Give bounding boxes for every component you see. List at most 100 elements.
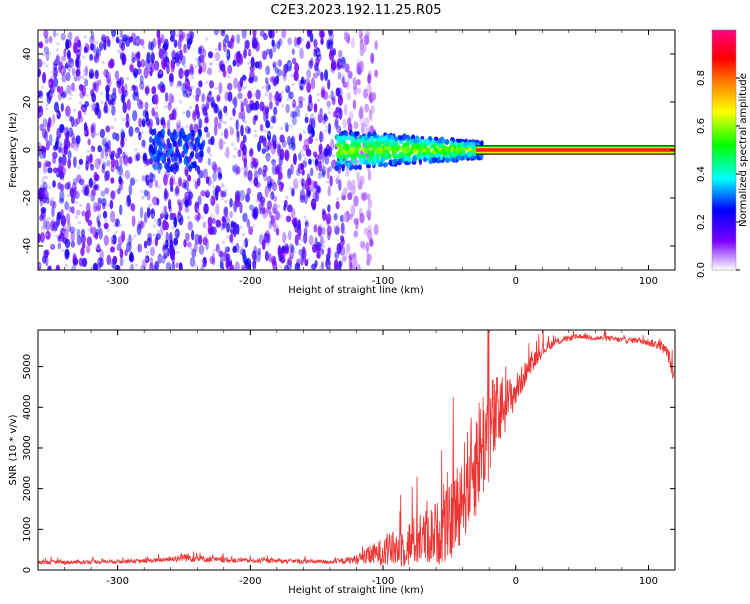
colorbar: 0.0 0.2 0.4 0.6 0.8 Normalized spectral ampl…	[696, 29, 749, 278]
heatmap-cell	[205, 80, 209, 84]
heatmap-cell	[170, 146, 174, 154]
heatmap-cell	[167, 149, 172, 157]
heatmap-cell	[86, 244, 91, 254]
heatmap-cell	[284, 122, 288, 126]
heatmap-cell	[82, 184, 86, 188]
x-tick-label: 0	[513, 276, 519, 287]
heatmap-cell	[175, 262, 179, 269]
heatmap-cell	[291, 93, 295, 97]
heatmap-cell	[313, 180, 318, 189]
heatmap-cell	[153, 218, 157, 222]
heatmap-cell	[123, 83, 128, 94]
heatmap-cell	[319, 224, 323, 228]
heatmap-cell	[319, 266, 323, 270]
heatmap-cell	[42, 118, 48, 128]
heatmap-cell	[49, 92, 53, 96]
heatmap-cell	[326, 167, 330, 180]
heatmap-cell	[106, 78, 112, 88]
heatmap-cell	[289, 124, 293, 128]
heatmap-cell	[303, 77, 307, 81]
heatmap-cell	[175, 164, 179, 172]
heatmap-cell	[241, 265, 245, 269]
heatmap-cell	[52, 114, 56, 124]
heatmap-cell	[327, 185, 331, 197]
heatmap-cell	[224, 34, 230, 44]
heatmap-cell	[299, 149, 303, 153]
heatmap-cell	[139, 38, 145, 46]
heatmap-cell	[63, 228, 69, 240]
heatmap-cell	[167, 106, 171, 110]
heatmap-cell	[365, 30, 370, 39]
heatmap-cell	[67, 150, 72, 160]
heatmap-cell	[341, 192, 345, 196]
heatmap-cell	[162, 120, 166, 129]
heatmap-cell	[307, 258, 311, 262]
heatmap-cell	[113, 101, 117, 105]
heatmap-cell	[103, 146, 107, 150]
heatmap-cell	[198, 80, 203, 88]
heatmap-cell	[180, 87, 184, 91]
heatmap-cell	[197, 195, 202, 206]
heatmap-cell	[300, 83, 304, 87]
heatmap-cell	[331, 70, 335, 74]
heatmap-cell	[43, 249, 49, 259]
heatmap-cell	[67, 224, 71, 228]
heatmap-cell	[107, 60, 114, 69]
heatmap-cell	[96, 188, 100, 192]
heatmap-cell	[45, 103, 49, 107]
heatmap-cell	[97, 197, 102, 204]
heatmap-cell	[356, 138, 361, 144]
heatmap-cell	[198, 234, 203, 246]
heatmap-cell	[318, 56, 322, 60]
heatmap-cell	[460, 156, 465, 161]
heatmap-cell	[316, 185, 321, 193]
heatmap-cell	[227, 64, 233, 75]
heatmap-cell	[144, 86, 150, 95]
heatmap-cell	[126, 34, 130, 38]
heatmap-cell	[77, 110, 82, 120]
heatmap-cell	[359, 240, 365, 249]
heatmap-cell	[185, 166, 189, 170]
heatmap-cell	[178, 139, 183, 147]
heatmap-cell	[184, 179, 189, 191]
heatmap-cell	[286, 204, 293, 213]
heatmap-cell	[338, 52, 342, 56]
heatmap-cell	[194, 128, 198, 132]
heatmap-cell	[259, 207, 264, 215]
heatmap-cell	[325, 253, 330, 261]
heatmap-cell	[243, 157, 248, 168]
heatmap-cell	[251, 250, 257, 261]
heatmap-cell	[106, 254, 112, 266]
heatmap-cell	[143, 212, 148, 224]
heatmap-cell	[124, 89, 129, 97]
heatmap-cell	[113, 118, 117, 122]
heatmap-cell	[168, 72, 174, 83]
heatmap-cell	[170, 61, 175, 73]
heatmap-cell	[337, 95, 343, 106]
heatmap-cell	[150, 51, 155, 64]
heatmap-cell	[89, 225, 94, 235]
colorbar-tick-label: 0.0	[696, 262, 707, 278]
heatmap-cell	[352, 99, 357, 110]
heatmap-cell	[224, 206, 228, 217]
y-tick-label: 0	[22, 567, 33, 573]
heatmap-cell	[405, 147, 410, 152]
heatmap-cell	[173, 216, 178, 228]
heatmap-cell	[233, 77, 238, 89]
heatmap-cell	[48, 186, 52, 190]
heatmap-cell	[220, 196, 224, 200]
heatmap-cell	[255, 199, 259, 203]
heatmap-cell	[60, 102, 64, 112]
heatmap-cell	[141, 258, 147, 268]
heatmap-cell	[165, 252, 169, 256]
heatmap-cell	[185, 50, 189, 54]
heatmap-cell	[367, 73, 372, 85]
heatmap-cell	[80, 189, 84, 193]
heatmap-cell	[323, 168, 327, 172]
heatmap-cell	[359, 38, 364, 51]
heatmap-cell	[222, 69, 227, 78]
heatmap-cell	[61, 91, 66, 99]
heatmap-cell	[118, 38, 124, 50]
heatmap-cell	[121, 258, 125, 262]
heatmap-cell	[218, 111, 223, 123]
